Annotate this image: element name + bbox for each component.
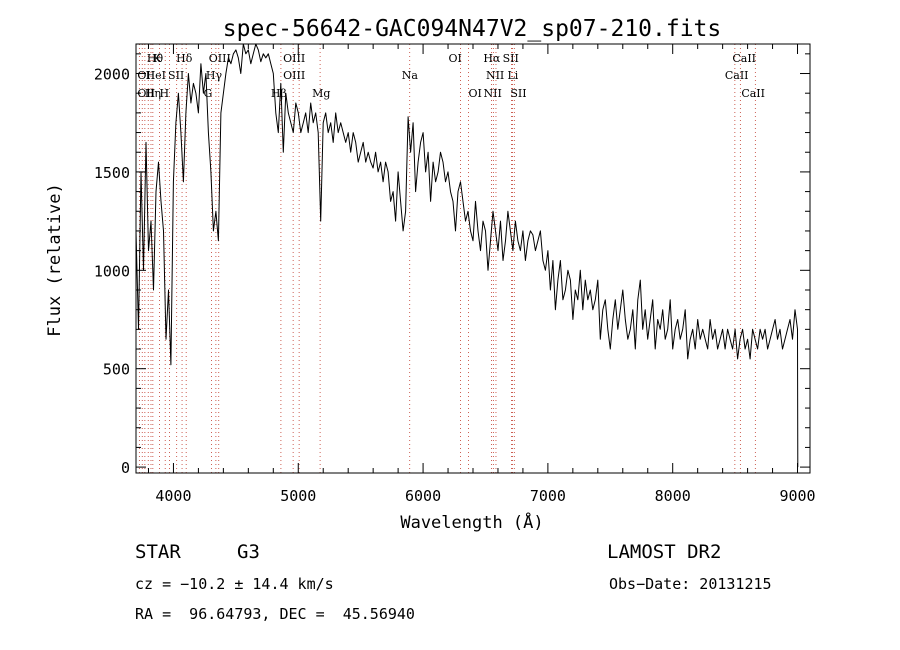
line-marker-label: Hθ xyxy=(147,52,164,65)
line-marker-label: SII xyxy=(503,52,519,65)
chart-title: spec-56642-GAC094N47V2_sp07-210.fits xyxy=(223,16,722,42)
line-marker-label: Hη xyxy=(145,87,161,100)
spectrum-layer xyxy=(135,43,799,468)
line-marker-label: NII xyxy=(483,87,501,100)
redshift-readout: cz = −10.2 ± 14.4 km/s xyxy=(135,575,334,593)
line-marker-label: Mg xyxy=(312,87,330,100)
y-tick-label: 2000 xyxy=(94,66,130,84)
line-marker-label: Hβ xyxy=(271,87,287,100)
line-marker-label: CaII xyxy=(741,87,765,100)
line-marker-label: K xyxy=(153,52,162,65)
obs-date: Obs−Date: 20131215 xyxy=(609,575,772,593)
line-marker-label: OI xyxy=(469,87,482,100)
line-marker-label: Hα xyxy=(483,52,501,65)
x-tick-label: 5000 xyxy=(280,487,316,505)
line-marker-label: OI xyxy=(449,52,462,65)
line-marker-label: SII xyxy=(510,87,526,100)
x-tick-label: 7000 xyxy=(530,487,566,505)
y-tick-label: 1000 xyxy=(94,262,130,280)
y-tick-label: 1500 xyxy=(94,164,130,182)
axes: 4000 5000 6000 7000 8000 9000 0 500 1000 1500 2000 xyxy=(94,44,816,505)
line-marker-label: OII xyxy=(137,87,155,100)
coordinates: RA = 96.64793, DEC = 45.56940 xyxy=(135,605,415,623)
x-tick-label: 6000 xyxy=(405,487,441,505)
x-tick-label: 8000 xyxy=(655,487,691,505)
object-class: STAR xyxy=(135,541,181,563)
y-axis-label: Flux (relative) xyxy=(45,183,65,337)
line-marker-label: Li xyxy=(507,69,518,82)
line-marker-label: OIII xyxy=(283,52,305,65)
line-marker-label: OIII xyxy=(209,52,231,65)
x-tick-label: 4000 xyxy=(155,487,191,505)
plot-frame xyxy=(135,43,811,474)
y-tick-label: 0 xyxy=(121,459,130,477)
line-marker-label: OII xyxy=(137,69,155,82)
line-marker-label: CaII xyxy=(732,52,756,65)
line-marker-label: NII xyxy=(486,69,504,82)
survey-name: LAMOST DR2 xyxy=(607,541,722,563)
x-tick-label: 9000 xyxy=(779,487,815,505)
line-marker-label: OIII xyxy=(283,69,305,82)
y-tick-label: 500 xyxy=(103,361,130,379)
line-marker-label: Hδ xyxy=(176,52,193,65)
line-marker-label: Na xyxy=(402,69,419,82)
line-marker-label: G xyxy=(204,87,213,100)
x-axis-label: Wavelength (Å) xyxy=(400,511,543,533)
line-marker-label: Hγ xyxy=(206,69,223,82)
line-marker-label: HeI xyxy=(146,69,166,82)
object-subclass: G3 xyxy=(237,541,260,563)
line-marker-label: H xyxy=(159,87,169,100)
spectrum-line xyxy=(135,43,799,468)
line-marker-label: CaII xyxy=(725,69,749,82)
line-marker-label: SII xyxy=(168,69,184,82)
